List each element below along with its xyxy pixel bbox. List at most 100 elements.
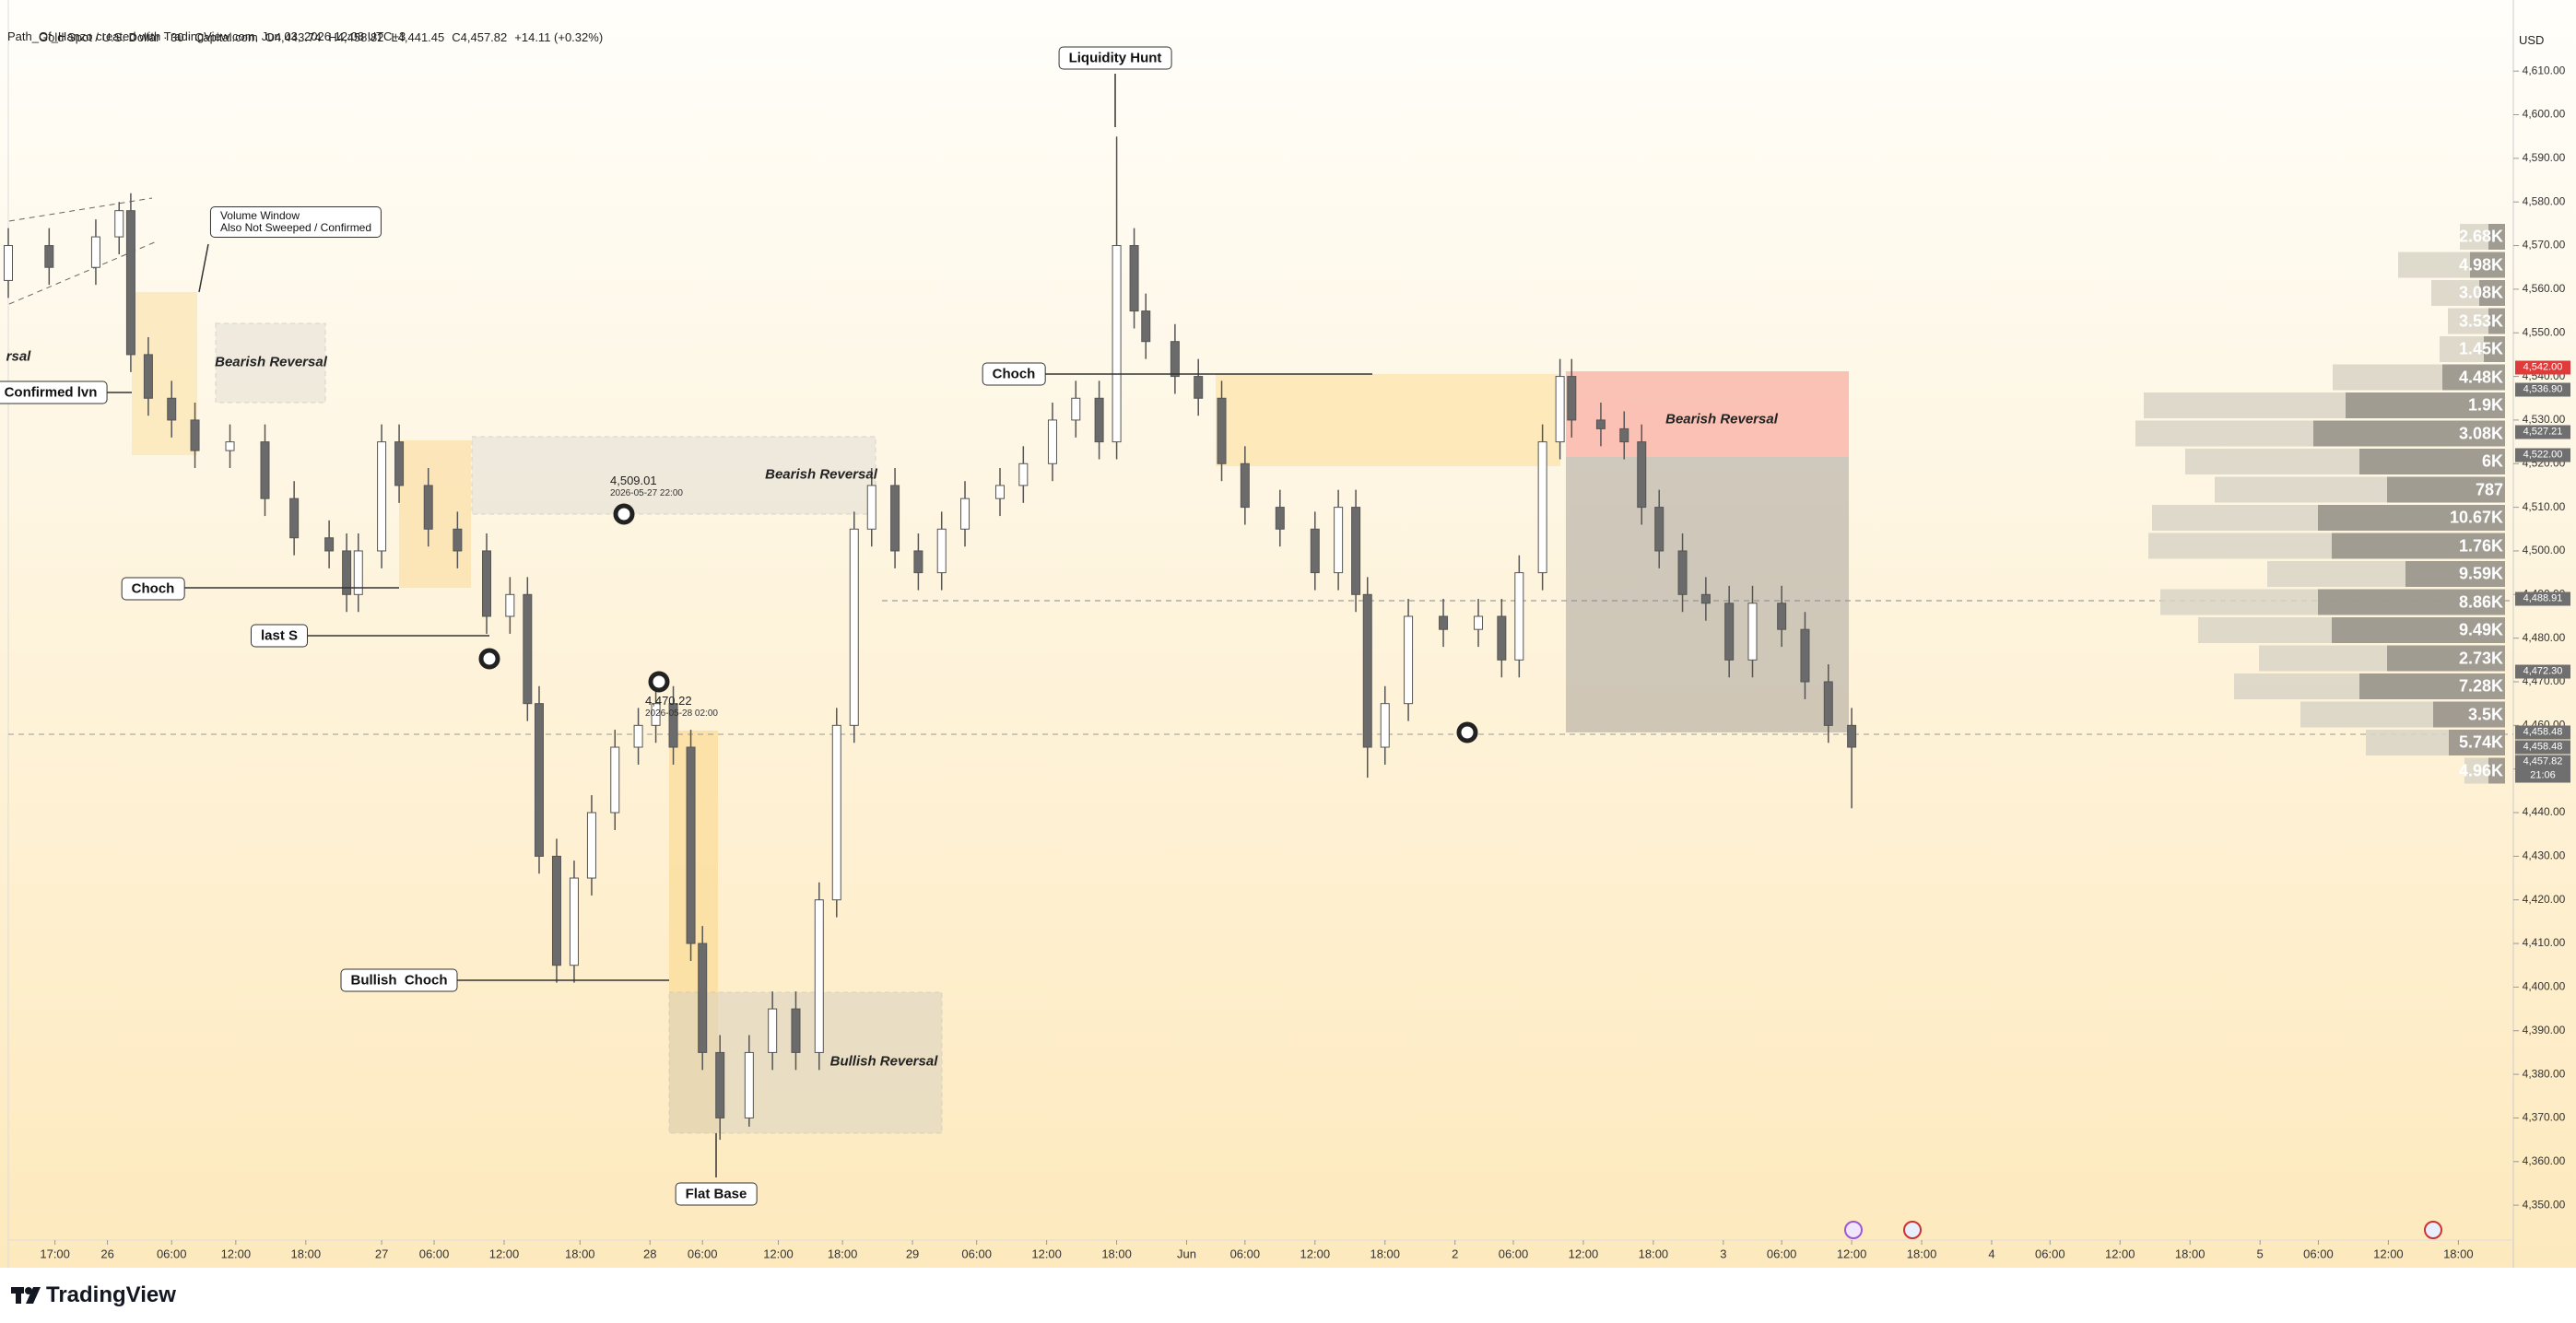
markers — [478, 503, 2442, 1239]
candle-body — [1439, 615, 1449, 630]
price-tag: 4,472.30 — [2515, 664, 2570, 679]
vp-bar — [2484, 336, 2505, 362]
candle-body — [936, 528, 947, 574]
x-tick-label: 06:00 — [1499, 1247, 1529, 1260]
vp-label: 3.53K — [2458, 311, 2503, 330]
vp-bar — [2442, 364, 2505, 391]
x-tick-label: 12:00 — [489, 1247, 520, 1260]
candle-body — [44, 245, 54, 268]
candle-body — [225, 441, 235, 451]
y-tick-label: 4,390.00 — [2523, 1024, 2566, 1036]
candle-body — [586, 812, 596, 879]
vp-label: 3.08K — [2458, 424, 2503, 442]
candle-body — [1071, 397, 1081, 421]
vp-label: 7.28K — [2458, 676, 2503, 696]
annotation: Flat Base — [675, 1182, 758, 1206]
vp-label: 1.9K — [2467, 395, 2503, 415]
vp-bar — [2488, 757, 2505, 784]
countdown: 21:06 — [2515, 768, 2570, 783]
y-tick-label: 4,410.00 — [2523, 936, 2566, 949]
open: O4,443.74 — [265, 30, 322, 44]
vp-bar — [2313, 420, 2505, 447]
x-tick-label: 18:00 — [1101, 1247, 1132, 1260]
annotation: Confirmed lvn — [0, 381, 108, 404]
candle-body — [1351, 507, 1361, 595]
price-tag: 4,458.48 — [2515, 740, 2570, 755]
annotation: Choch — [982, 362, 1046, 386]
vp-bar — [2470, 252, 2505, 278]
candle-body — [1747, 603, 1758, 661]
x-tick-label: 06:00 — [157, 1247, 187, 1260]
x-tick-label: 12:00 — [763, 1247, 794, 1260]
candle-body — [342, 550, 352, 595]
candle-body — [768, 1008, 778, 1053]
x-tick-label: 12:00 — [221, 1247, 252, 1260]
x-tick-label: Jun — [1177, 1247, 1196, 1260]
candle-body — [114, 210, 124, 238]
y-tick-label: 4,550.00 — [2523, 325, 2566, 338]
x-tick-label: 18:00 — [2175, 1247, 2205, 1260]
candle-body — [1217, 397, 1227, 464]
candle-body — [1112, 245, 1122, 443]
x-tick-label: 18:00 — [1907, 1247, 1937, 1260]
zone — [668, 991, 943, 1134]
vp-label: 8.86K — [2458, 592, 2503, 611]
vp-bar — [2332, 533, 2505, 559]
candle-body — [1094, 397, 1104, 443]
candle-body — [1380, 703, 1390, 748]
y-tick-label: 4,430.00 — [2523, 849, 2566, 862]
y-tick-label: 4,570.00 — [2523, 239, 2566, 252]
x-tick-label: 18:00 — [565, 1247, 595, 1260]
x-tick-label: 17:00 — [40, 1247, 70, 1260]
x-tick-label: 12:00 — [2373, 1247, 2404, 1260]
vp-label: 3.08K — [2458, 283, 2503, 302]
candle-body — [1141, 310, 1151, 343]
point-time: 2026-05-28 02:00 — [645, 708, 718, 719]
y-tick-label: 4,530.00 — [2523, 413, 2566, 426]
zones — [8, 197, 2513, 1134]
x-tick-label: 06:00 — [2303, 1247, 2334, 1260]
vp-bar — [2346, 392, 2505, 418]
candle-body — [1537, 441, 1547, 574]
candle-body — [960, 498, 970, 530]
y-tick-label: 4,500.00 — [2523, 544, 2566, 556]
annotation: Choch — [121, 577, 185, 601]
y-tick-label: 4,370.00 — [2523, 1111, 2566, 1124]
y-tick-label: 4,580.00 — [2523, 194, 2566, 207]
point-price: 4,509.01 — [610, 474, 657, 487]
zone — [399, 440, 471, 588]
candle-body — [289, 498, 300, 539]
candle-body — [551, 855, 561, 966]
candle-body — [1847, 724, 1857, 748]
price-tag: 4,527.21 — [2515, 425, 2570, 439]
candle-body — [890, 485, 900, 552]
y-tick-label: 4,560.00 — [2523, 282, 2566, 295]
vp-label: 4.96K — [2458, 761, 2503, 779]
logo-mark — [26, 1287, 41, 1304]
candle-body — [394, 441, 405, 486]
candle-body — [1724, 603, 1735, 661]
vp-label: 3.5K — [2467, 705, 2503, 723]
y-tick-label: 4,400.00 — [2523, 980, 2566, 993]
candle-body — [1170, 341, 1180, 378]
candle-body — [1823, 681, 1833, 726]
vp-bar — [2488, 224, 2505, 250]
annotation: last S — [250, 624, 309, 648]
marker — [478, 648, 500, 670]
low: L4,441.45 — [391, 30, 445, 44]
event-icon — [2424, 1221, 2442, 1239]
x-tick-label: 5 — [2257, 1247, 2264, 1260]
vp-bar — [2387, 645, 2505, 672]
vp-bar — [2405, 561, 2505, 587]
candle-body — [1194, 376, 1204, 399]
zone — [132, 292, 197, 455]
marker — [613, 503, 635, 525]
vp-bar — [2318, 589, 2505, 615]
candle-body — [686, 746, 696, 944]
y-tick-label: 4,590.00 — [2523, 151, 2566, 164]
x-tick-label: 29 — [906, 1247, 919, 1260]
candle-body — [260, 441, 270, 499]
